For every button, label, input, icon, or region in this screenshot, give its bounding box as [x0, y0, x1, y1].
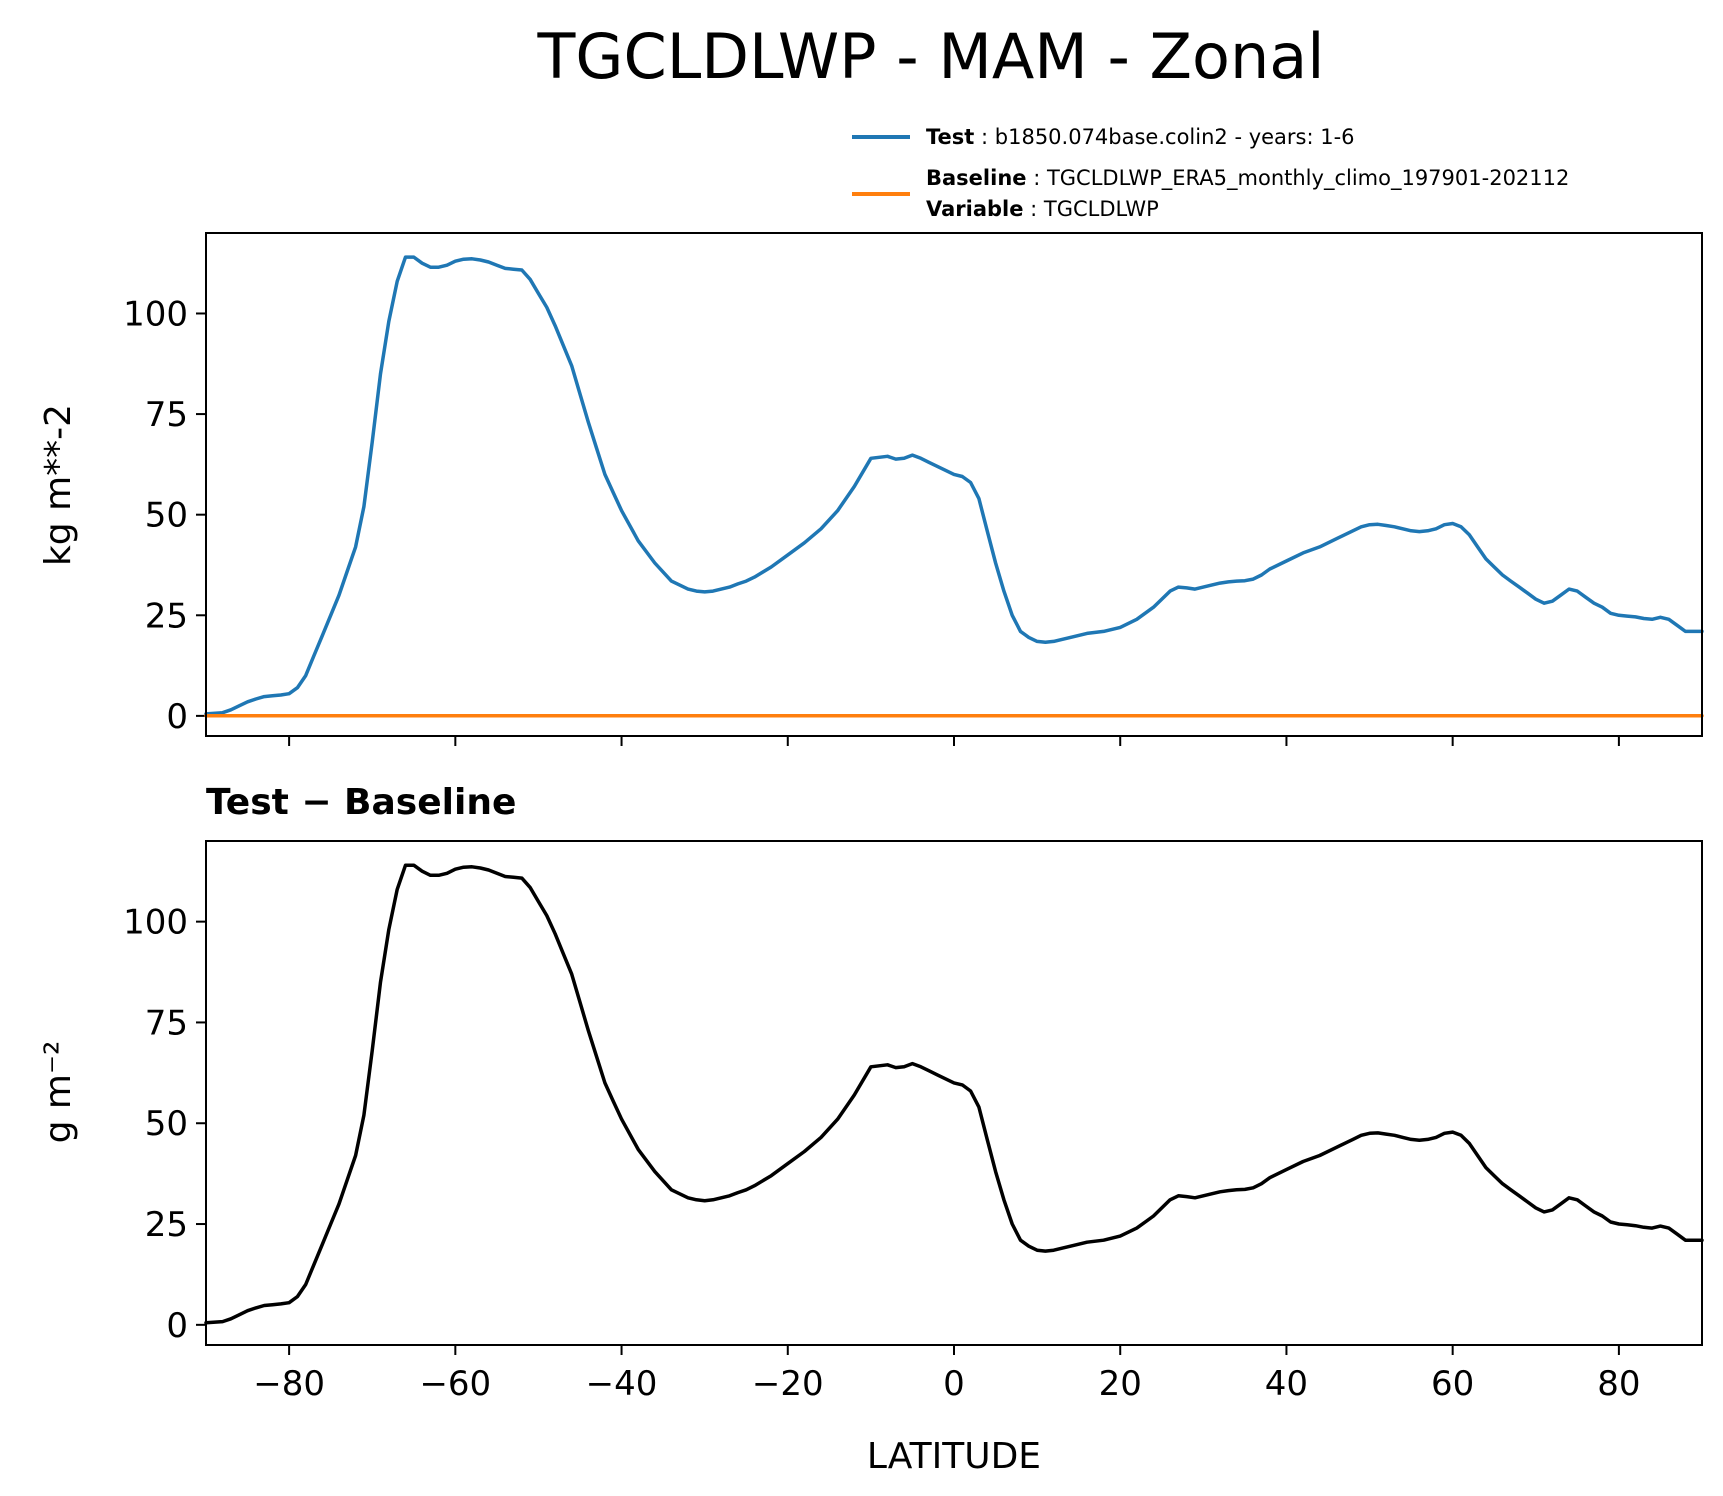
bottom-x-tick-label: 60	[1431, 1364, 1474, 1404]
panel-difference: Test − Baseline 0 25 50 75 100 −80 −60 −40 −20 0 2…	[38, 782, 1704, 1477]
bottom-x-tick-label: −80	[253, 1364, 325, 1404]
top-y-tick-label: 50	[145, 496, 188, 536]
top-y-tick-label: 75	[145, 395, 188, 435]
bottom-y-tick-label: 100	[123, 903, 188, 943]
top-series-layer	[204, 255, 1704, 718]
bottom-x-tick-label: −20	[752, 1364, 824, 1404]
legend-variable-value: TGCLDLWP	[1043, 197, 1159, 221]
legend-test-entry: Test : b1850.074base.colin2 - years: 1-6	[926, 125, 1355, 149]
bottom-axes-frame	[205, 840, 1703, 1346]
bottom-x-tick-label: 0	[943, 1364, 965, 1404]
bottom-y-tick-label: 50	[145, 1104, 188, 1144]
legend-baseline-key: Baseline	[926, 166, 1027, 190]
panel-zonal-mean: 0 25 50 75 100 kg m**-2	[38, 232, 1704, 746]
top-axis-ticks: 0 25 50 75 100	[123, 294, 1620, 746]
top-y-tick-label: 100	[123, 294, 188, 334]
legend-variable-key: Variable	[926, 197, 1023, 221]
bottom-x-tick-label: −40	[586, 1364, 658, 1404]
figure-title: TGCLDLWP - MAM - Zonal	[537, 20, 1325, 93]
bottom-x-tick-label: 20	[1099, 1364, 1142, 1404]
legend-variable-entry: Variable : TGCLDLWP	[926, 197, 1159, 221]
bottom-x-axis-label: LATITUDE	[867, 1436, 1041, 1477]
top-y-axis-label: kg m**-2	[38, 404, 79, 566]
legend-test-value: b1850.074base.colin2 - years: 1-6	[995, 125, 1355, 149]
legend-baseline-sep: :	[1027, 166, 1047, 190]
bottom-y-tick-label: 0	[166, 1306, 188, 1346]
bottom-panel-title: Test − Baseline	[206, 782, 516, 823]
legend-test-key: Test	[926, 125, 974, 149]
bottom-axis-ticks: 0 25 50 75 100 −80 −60 −40 −20 0 20 40 60 80	[123, 903, 1640, 1404]
bottom-y-tick-label: 25	[145, 1205, 188, 1245]
bottom-x-tick-label: −60	[419, 1364, 491, 1404]
top-y-tick-label: 0	[166, 697, 188, 737]
bottom-x-tick-label: 80	[1597, 1364, 1640, 1404]
legend: Test : b1850.074base.colin2 - years: 1-6…	[852, 125, 1569, 221]
top-series-test-line	[204, 255, 1704, 716]
bottom-y-axis-label: g m⁻²	[38, 1041, 79, 1144]
legend-baseline-entry: Baseline : TGCLDLWP_ERA5_monthly_climo_1…	[926, 166, 1569, 191]
bottom-x-tick-label: 40	[1265, 1364, 1308, 1404]
legend-test-sep: :	[974, 125, 994, 149]
legend-baseline-value: TGCLDLWP_ERA5_monthly_climo_197901-20211…	[1046, 166, 1569, 191]
top-y-tick-label: 25	[145, 596, 188, 636]
bottom-series-layer	[204, 863, 1704, 1325]
bottom-series-difference-line	[204, 863, 1704, 1325]
legend-variable-sep: :	[1023, 197, 1043, 221]
bottom-y-tick-label: 75	[145, 1003, 188, 1043]
top-axes-frame	[205, 232, 1703, 737]
